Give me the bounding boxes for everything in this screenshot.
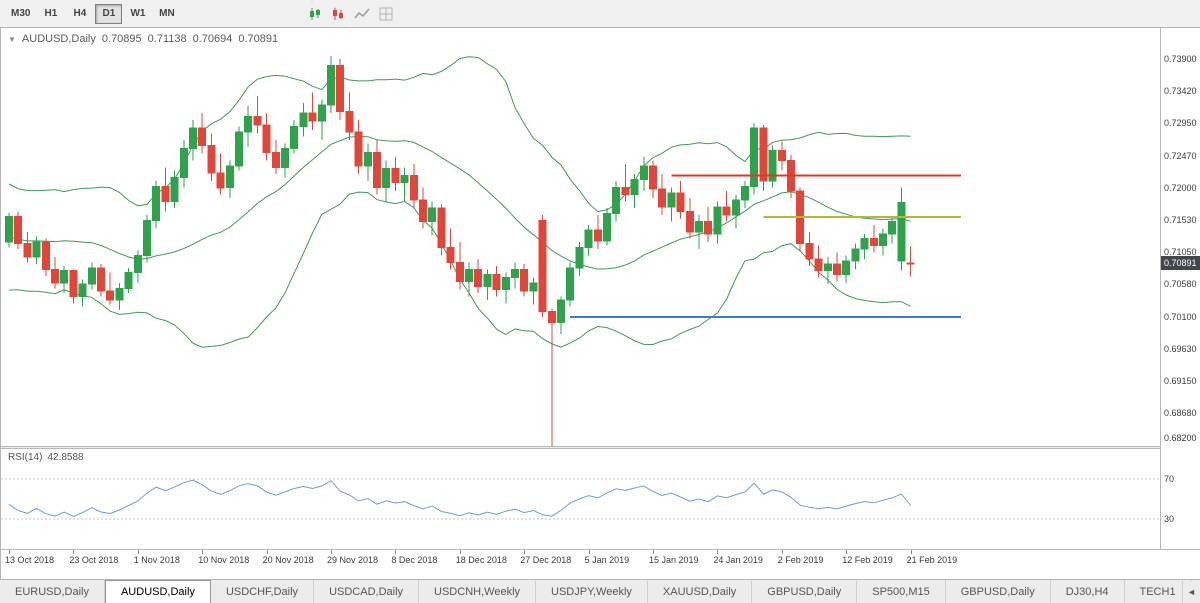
- date-axis-label: 15 Jan 2019: [649, 555, 699, 565]
- date-tick: [588, 550, 590, 554]
- rsi-value: 42.8588: [47, 452, 84, 463]
- date-tick: [781, 550, 783, 554]
- date-tick: [9, 550, 10, 554]
- close-value: 0.70891: [238, 33, 279, 45]
- chart-tab-usdcad-daily[interactable]: USDCAD,Daily: [314, 580, 420, 603]
- chart-tab-usdchf-daily[interactable]: USDCHF,Daily: [211, 580, 315, 603]
- date-axis-label: 12 Feb 2019: [842, 555, 893, 565]
- date-tick: [910, 550, 912, 554]
- date-tick: [717, 550, 719, 554]
- chart-dropdown-icon[interactable]: ▼: [8, 34, 16, 44]
- date-tick: [846, 550, 848, 554]
- date-axis-label: 5 Jan 2019: [584, 555, 630, 565]
- date-tick: [331, 550, 332, 554]
- price-axis[interactable]: 0.70891 0.73900 0.73420 0.72950 0.72470 0.72…: [1160, 28, 1200, 549]
- date-axis-label: 18 Dec 2018: [455, 555, 507, 565]
- chart-tab-usdcnh-weekly[interactable]: USDCNH,Weekly: [419, 580, 537, 603]
- chart-tab-usdjpy-weekly[interactable]: USDJPY,Weekly: [536, 580, 648, 603]
- timeframe-button-h1[interactable]: H1: [44, 8, 58, 19]
- price-axis-label: 0.72000: [1164, 182, 1197, 193]
- price-axis-label: 0.68680: [1164, 408, 1197, 419]
- timeframe-button-h4[interactable]: H4: [73, 8, 87, 19]
- timeframe-button-d1[interactable]: D1: [95, 3, 123, 24]
- rsi-axis-label: 70: [1164, 474, 1175, 484]
- rsi-indicator-pane[interactable]: RSI(14) 42.8588: [1, 449, 1161, 549]
- price-axis-label: 0.69630: [1164, 343, 1197, 354]
- date-tick: [266, 550, 268, 554]
- price-axis-label: 0.72470: [1164, 150, 1197, 161]
- chart-tab-gbpusd-daily[interactable]: GBPUSD,Daily: [752, 580, 858, 603]
- price-axis-label: 0.70580: [1164, 279, 1197, 290]
- line-chart-icon[interactable]: [354, 7, 371, 21]
- rsi-label: RSI(14): [8, 452, 43, 463]
- date-axis-label: 24 Jan 2019: [713, 555, 763, 565]
- price-axis-label: 0.70100: [1164, 311, 1197, 322]
- date-axis-label: 1 Nov 2018: [133, 555, 180, 565]
- price-axis-label: 0.71530: [1164, 214, 1197, 225]
- date-axis-label: 23 Oct 2018: [69, 555, 119, 565]
- grid-icon[interactable]: [379, 7, 393, 21]
- low-value: 0.70694: [192, 33, 233, 45]
- date-axis-label: 20 Nov 2018: [262, 555, 314, 565]
- candles: [5, 55, 915, 446]
- date-axis-label: 29 Nov 2018: [327, 555, 379, 565]
- date-tick: [524, 550, 526, 554]
- main-price-pane[interactable]: ▼ AUDUSD,Daily 0.70895 0.71138 0.70694 0…: [1, 28, 1161, 446]
- bollinger-bands: [8, 56, 911, 348]
- timeframe-buttons: M30 H1 H4 D1 W1 MN: [6, 3, 182, 24]
- price-axis-label: 0.71050: [1164, 247, 1197, 258]
- price-axis-label: 0.69150: [1164, 376, 1197, 387]
- price-axis-label: 0.72950: [1164, 118, 1197, 129]
- chart-tab-dj30-h4[interactable]: DJ30,H4: [1051, 580, 1125, 603]
- pane-divider[interactable]: [1, 446, 1200, 449]
- timeframe-button-mn[interactable]: MN: [159, 8, 175, 19]
- price-chart-canvas[interactable]: [1, 28, 1161, 446]
- toolbar-icons: [308, 7, 393, 21]
- chart-ohlc-readout: ▼ AUDUSD,Daily 0.70895 0.71138 0.70694 0…: [8, 33, 278, 45]
- chart-tab-audusd-daily[interactable]: AUDUSD,Daily: [104, 580, 211, 603]
- chart-tab-sp500-m15[interactable]: SP500,M15: [857, 580, 946, 603]
- chart-tab-gbpusd-daily[interactable]: GBPUSD,Daily: [946, 580, 1051, 603]
- date-tick: [202, 550, 204, 554]
- date-tick: [653, 550, 654, 554]
- timeframe-button-w1[interactable]: W1: [130, 8, 146, 19]
- rsi-axis-label: 30: [1164, 514, 1175, 524]
- date-axis-label: 10 Nov 2018: [198, 555, 250, 565]
- chart-tab-eurusd-daily[interactable]: EURUSD,Daily: [0, 580, 105, 603]
- price-axis-label: 0.73900: [1164, 53, 1197, 64]
- date-tick: [73, 550, 75, 554]
- green-candles-icon[interactable]: [308, 7, 322, 21]
- date-axis-label: 13 Oct 2018: [5, 555, 55, 565]
- date-axis-label: 21 Feb 2019: [906, 555, 958, 565]
- date-tick: [137, 550, 139, 554]
- chart-symbol-label: AUDUSD,Daily: [21, 33, 96, 45]
- chart-tab-xauusd-daily[interactable]: XAUUSD,Daily: [648, 580, 753, 603]
- current-price-badge: 0.70891: [1161, 256, 1200, 271]
- rsi-line: [8, 479, 911, 517]
- chart-window: ▼ AUDUSD,Daily 0.70895 0.71138 0.70694 0…: [0, 28, 1200, 579]
- date-axis-label: 8 Dec 2018: [391, 555, 438, 565]
- red-candles-icon[interactable]: [331, 7, 345, 21]
- tab-scroll-left-button[interactable]: ◄: [1182, 581, 1200, 603]
- timeframe-toolbar: M30 H1 H4 D1 W1 MN: [0, 0, 1200, 28]
- date-axis-label: 2 Feb 2019: [777, 555, 824, 565]
- price-axis-label: 0.68200: [1164, 433, 1197, 443]
- date-tick: [395, 550, 397, 554]
- rsi-chart-canvas[interactable]: [1, 449, 1161, 549]
- trend-lines[interactable]: [570, 174, 962, 318]
- date-tick: [459, 550, 461, 554]
- price-axis-label: 0.73420: [1164, 86, 1197, 97]
- rsi-readout: RSI(14) 42.8588: [8, 452, 84, 463]
- date-axis[interactable]: 13 Oct 2018 23 Oct 2018 1 Nov 2018 10 Nov 2…: [1, 549, 1200, 579]
- open-value: 0.70895: [101, 33, 142, 45]
- chart-tab-bar: EURUSD,Daily AUDUSD,Daily USDCHF,Daily USDC…: [0, 579, 1200, 603]
- high-value: 0.71138: [147, 33, 187, 45]
- date-axis-label: 27 Dec 2018: [520, 555, 572, 565]
- timeframe-button-m30[interactable]: M30: [11, 8, 31, 19]
